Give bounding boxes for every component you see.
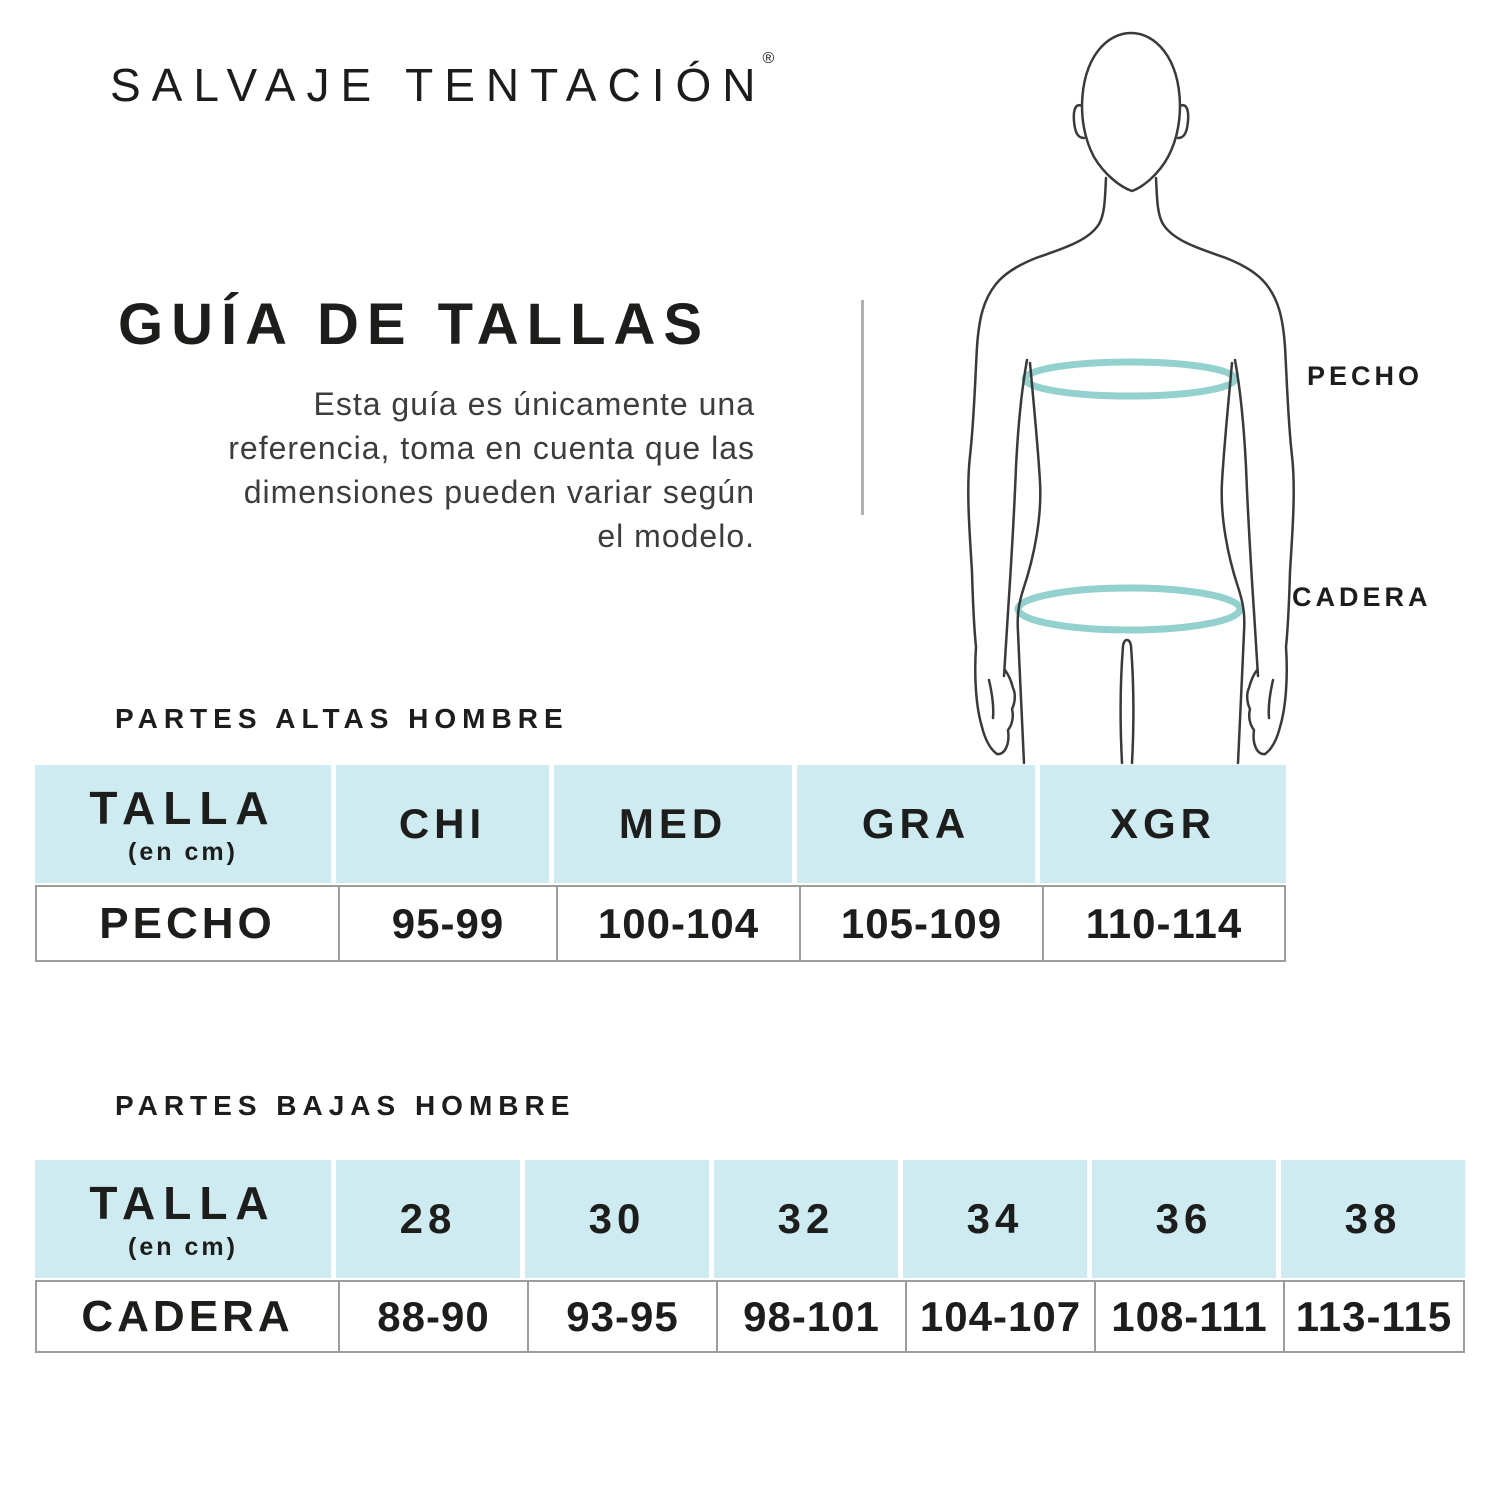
right-neck-shoulder — [1154, 176, 1268, 286]
page-title: GUÍA DE TALLAS — [118, 292, 711, 357]
table-header-row: TALLA (en cm) 28 30 32 34 36 38 — [35, 1160, 1465, 1278]
row-label-cell: CADERA — [81, 1291, 294, 1341]
header-cell-size: CHI — [336, 765, 549, 883]
left-arm-outline — [967, 282, 999, 756]
value-cell: 95-99 — [338, 887, 556, 960]
description-line: referencia, toma en cuenta que las — [228, 430, 755, 466]
value-cell: 108-111 — [1094, 1282, 1283, 1351]
hip-measure-label: CADERA — [1292, 582, 1432, 612]
header-cell-size: 28 — [336, 1160, 520, 1278]
right-torso-leg — [1220, 361, 1246, 765]
header-cell-talla: TALLA (en cm) — [35, 1160, 331, 1278]
left-torso-leg — [1016, 361, 1042, 765]
trademark-icon: ® — [762, 49, 775, 67]
leg-split-line — [1119, 638, 1135, 765]
value-cell: 113-115 — [1283, 1282, 1463, 1351]
right-ear — [1176, 104, 1190, 140]
chest-measure-label: PECHO — [1307, 361, 1424, 391]
value-cell: 104-107 — [905, 1282, 1094, 1351]
right-inner-arm — [1233, 358, 1260, 678]
right-hand — [1245, 668, 1267, 756]
value-cell: 98-101 — [716, 1282, 905, 1351]
value-cell: 100-104 — [556, 887, 799, 960]
talla-label: TALLA — [89, 1177, 277, 1229]
value-cell: 110-114 — [1042, 887, 1284, 960]
section-title-lower-body: PARTES BAJAS HOMBRE — [115, 1090, 576, 1121]
left-thumb — [987, 678, 995, 720]
description-line: dimensiones pueden variar según — [243, 474, 755, 510]
talla-label: TALLA — [89, 782, 277, 834]
value-cell: 105-109 — [799, 887, 1042, 960]
head-outline — [1080, 31, 1182, 193]
value-cell: 88-90 — [338, 1282, 527, 1351]
table-header-row: TALLA (en cm) CHI MED GRA XGR — [35, 765, 1286, 883]
brand-name: SALVAJE TENTACIÓN — [110, 59, 767, 111]
unit-label: (en cm) — [128, 838, 238, 866]
left-inner-arm — [1002, 358, 1029, 678]
header-cell-size: 38 — [1281, 1160, 1465, 1278]
header-cell-size: 36 — [1092, 1160, 1276, 1278]
table-data-row: CADERA 88-90 93-95 98-101 104-107 108-11… — [35, 1280, 1465, 1353]
header-cell-size: XGR — [1040, 765, 1286, 883]
description-line: el modelo. — [597, 518, 755, 554]
brand-logo: SALVAJE TENTACIÓN® — [110, 50, 778, 112]
male-body-outline — [967, 31, 1295, 765]
header-cell-size: 34 — [903, 1160, 1087, 1278]
left-hand — [995, 668, 1017, 756]
header-cell-size: 32 — [714, 1160, 898, 1278]
body-figure — [930, 25, 1340, 765]
description-line: Esta guía es únicamente una — [313, 386, 755, 422]
unit-label: (en cm) — [128, 1233, 238, 1261]
right-thumb — [1267, 678, 1275, 720]
left-ear — [1072, 104, 1086, 140]
right-arm-outline — [1263, 282, 1295, 756]
vertical-divider — [861, 300, 864, 515]
header-cell-talla: TALLA (en cm) — [35, 765, 331, 883]
header-cell-size: 30 — [525, 1160, 709, 1278]
upper-body-size-table: TALLA (en cm) CHI MED GRA XGR PECHO 95-9… — [35, 765, 1286, 962]
table-data-row: PECHO 95-99 100-104 105-109 110-114 — [35, 885, 1286, 962]
hip-measure-ellipse — [1014, 584, 1244, 634]
left-neck-shoulder — [994, 176, 1108, 286]
section-title-upper-body: PARTES ALTAS HOMBRE — [115, 703, 569, 734]
header-cell-size: GRA — [797, 765, 1035, 883]
value-cell: 93-95 — [527, 1282, 716, 1351]
lower-body-size-table: TALLA (en cm) 28 30 32 34 36 38 CADERA 8… — [35, 1160, 1465, 1353]
chest-measure-ellipse — [1021, 358, 1239, 400]
guide-description: Esta guía es únicamente una referencia, … — [55, 382, 755, 558]
header-cell-size: MED — [554, 765, 792, 883]
row-label-cell: PECHO — [99, 898, 276, 948]
